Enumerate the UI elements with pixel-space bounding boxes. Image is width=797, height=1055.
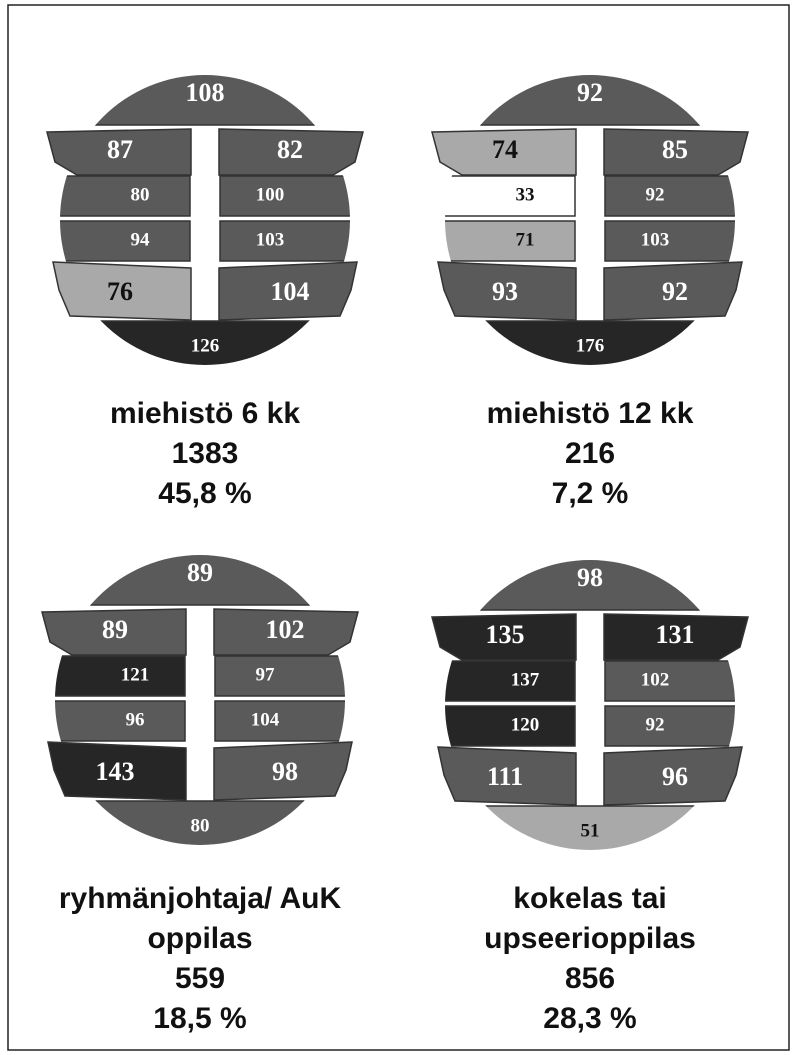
region-value: 104: [251, 709, 280, 730]
region-value: 100: [256, 184, 285, 205]
region-value: 76: [107, 277, 133, 306]
region-value: 97: [256, 664, 276, 685]
region-value: 103: [256, 229, 285, 250]
region: [60, 175, 191, 217]
region-value: 103: [641, 229, 670, 250]
caption-line: 45,8 %: [158, 477, 251, 510]
caption-line: oppilas: [147, 922, 252, 955]
region: [41, 608, 187, 656]
region: [219, 175, 350, 217]
region-value: 82: [277, 135, 303, 164]
caption-line: miehistö 6 kk: [110, 397, 300, 430]
region-value: 85: [662, 135, 688, 164]
caption-line: ryhmänjohtaja/ AuK: [59, 882, 342, 915]
region-value: 135: [486, 620, 525, 649]
caption-line: 18,5 %: [153, 1002, 246, 1035]
region-value: 96: [662, 762, 688, 791]
caption-line: upseerioppilas: [484, 922, 696, 955]
region: [445, 220, 576, 262]
region: [55, 655, 186, 697]
region: [213, 608, 359, 656]
region: [60, 220, 191, 262]
region-value: 143: [96, 757, 135, 786]
caption-line: 856: [565, 962, 615, 995]
region: [445, 705, 576, 747]
region: [219, 220, 350, 262]
region-value: 137: [511, 669, 540, 690]
caption-line: 559: [175, 962, 225, 995]
clipped-regions: [55, 555, 345, 845]
region-value: 98: [577, 563, 603, 592]
region: [604, 705, 735, 747]
region-value: 92: [646, 184, 665, 205]
region-value: 89: [187, 558, 213, 587]
region: [431, 613, 577, 661]
region-value: 80: [131, 184, 150, 205]
region: [214, 700, 345, 742]
region: [52, 261, 192, 321]
region: [214, 655, 345, 697]
region-value: 102: [266, 615, 305, 644]
clipped-regions: [445, 560, 735, 850]
region: [218, 128, 364, 176]
frame: [7, 4, 790, 1051]
region-value: 126: [191, 335, 220, 356]
body-diagram: 92 74 85 33 92 71 103 93 92 176: [431, 75, 749, 365]
region: [603, 128, 749, 176]
caption-line: 216: [565, 437, 615, 470]
region-value: 98: [272, 757, 298, 786]
region-value: 92: [577, 78, 603, 107]
region: [604, 660, 735, 702]
region: [47, 741, 187, 801]
region-value: 111: [487, 762, 523, 791]
caption-line: 1383: [172, 437, 239, 470]
region-value: 121: [121, 664, 150, 685]
region: [603, 613, 749, 661]
body-diagram: 108 87 82 80 100 94 103 76 104 126: [46, 75, 364, 365]
region: [437, 261, 577, 321]
region: [445, 660, 576, 702]
region-value: 104: [271, 277, 310, 306]
region-value: 80: [191, 815, 210, 836]
region-value: 176: [576, 335, 605, 356]
region-value: 89: [102, 615, 128, 644]
region-value: 131: [656, 620, 695, 649]
body-diagram: 89 89 102 121 97 96 104 143 98 80: [41, 555, 359, 845]
region-value: 108: [186, 78, 225, 107]
region-value: 120: [511, 714, 540, 735]
clipped-regions: [60, 75, 350, 365]
region-value: 33: [516, 184, 535, 205]
region: [213, 741, 353, 801]
region-value: 94: [131, 229, 151, 250]
caption-line: 7,2 %: [552, 477, 629, 510]
region-value: 71: [516, 229, 535, 250]
region: [46, 128, 192, 176]
region-value: 87: [107, 135, 133, 164]
region-value: 74: [492, 135, 518, 164]
body-diagram: 98 135 131 137 102 120 92 111 96 51: [431, 560, 749, 850]
caption-line: miehistö 12 kk: [487, 397, 694, 430]
region-value: 102: [641, 669, 670, 690]
region: [218, 261, 358, 321]
region-value: 51: [581, 820, 600, 841]
region-value: 96: [126, 709, 145, 730]
caption-line: 28,3 %: [543, 1002, 636, 1035]
region: [604, 220, 735, 262]
region: [431, 128, 577, 176]
region: [437, 746, 577, 806]
region: [445, 175, 576, 217]
region-value: 92: [646, 714, 665, 735]
clipped-regions: [445, 75, 735, 365]
region: [604, 175, 735, 217]
region-value: 93: [492, 277, 518, 306]
region: [55, 700, 186, 742]
caption-line: kokelas tai: [513, 882, 666, 915]
region: [603, 746, 743, 806]
region: [603, 261, 743, 321]
region-value: 92: [662, 277, 688, 306]
